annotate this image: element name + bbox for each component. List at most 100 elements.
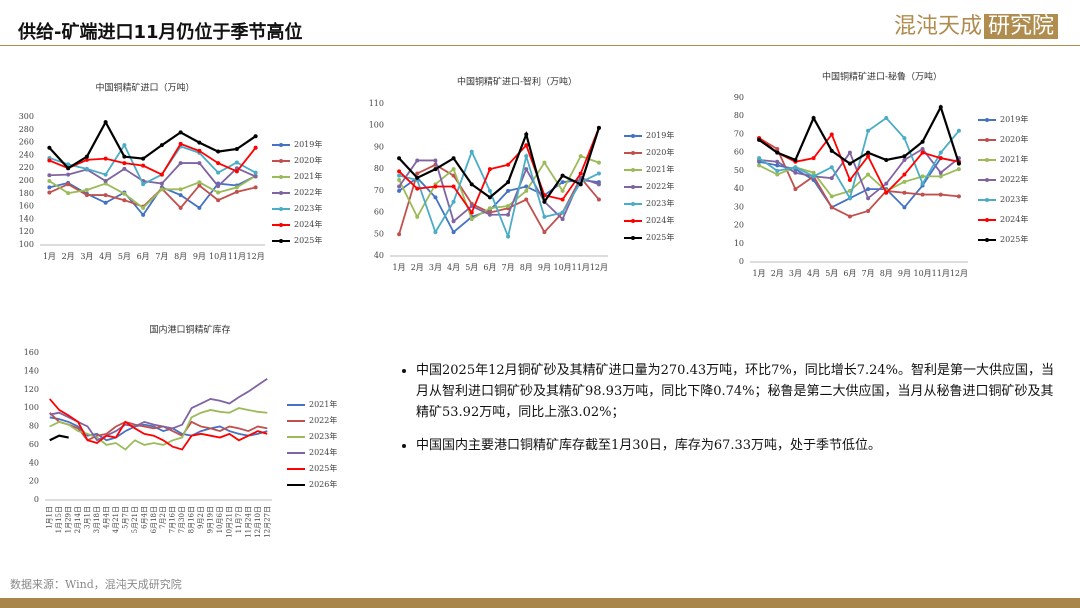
- point: [902, 154, 907, 159]
- point: [902, 172, 907, 177]
- x-tick-label: 4月: [807, 269, 820, 278]
- x-tick-label: 7月: [155, 252, 168, 261]
- point: [866, 187, 871, 192]
- y-tick-label: 70: [374, 186, 384, 195]
- y-tick-label: 30: [734, 202, 744, 211]
- point: [902, 179, 907, 184]
- point: [141, 156, 146, 161]
- point: [956, 194, 961, 199]
- y-tick-label: 120: [19, 227, 34, 236]
- x-tick-label: 6月: [843, 269, 856, 278]
- x-tick-label: 10月6日: [216, 506, 224, 533]
- legend-label: 2024年: [646, 215, 674, 225]
- legend-dot: [985, 138, 989, 142]
- point: [938, 105, 943, 110]
- series-line: [49, 407, 268, 451]
- point: [253, 185, 258, 190]
- y-tick-label: 80: [29, 422, 39, 431]
- x-tick-label: 7月: [502, 263, 515, 272]
- point: [920, 181, 925, 186]
- point: [524, 188, 529, 193]
- chart-title: 中国铜精矿进口-智利（万吨）: [457, 76, 577, 88]
- y-tick-label: 160: [24, 348, 39, 357]
- point: [938, 174, 943, 179]
- y-tick-label: 160: [19, 202, 34, 211]
- point: [66, 172, 71, 177]
- y-tick-label: 260: [19, 138, 34, 147]
- x-tick-label: 7月16日: [169, 506, 177, 533]
- point: [47, 185, 52, 190]
- point: [596, 197, 601, 202]
- point: [902, 157, 907, 162]
- legend-label: 2023年: [294, 203, 322, 213]
- point: [122, 198, 127, 203]
- legend-label: 2021年: [1000, 154, 1028, 164]
- point: [415, 186, 420, 191]
- series-line: [758, 132, 960, 195]
- slide-title: 供给-矿端进口11月仍位于季节高位: [18, 22, 303, 43]
- point: [178, 161, 183, 166]
- point: [596, 182, 601, 187]
- legend-label: 2019年: [646, 130, 674, 140]
- point: [47, 158, 52, 163]
- legend-label: 2019年: [1000, 114, 1028, 124]
- x-tick-label: 4月21日: [112, 506, 120, 533]
- point: [84, 193, 89, 198]
- point: [415, 171, 420, 176]
- x-tick-label: 12月: [247, 252, 265, 261]
- point: [141, 182, 146, 187]
- legend-dot: [631, 185, 635, 189]
- point: [397, 156, 402, 161]
- point: [920, 147, 925, 152]
- legend-label: 2023年: [646, 198, 674, 208]
- point: [216, 161, 221, 166]
- x-tick-label: 2月14日: [74, 506, 82, 533]
- point: [956, 161, 961, 166]
- point: [234, 185, 239, 190]
- y-tick-label: 70: [734, 129, 744, 138]
- point: [902, 136, 907, 141]
- legend-dot: [985, 218, 989, 222]
- point: [197, 148, 202, 153]
- x-tick-label: 6月: [137, 252, 150, 261]
- y-tick-label: 280: [19, 125, 34, 134]
- x-tick-label: 6月4日: [140, 506, 148, 529]
- point: [141, 163, 146, 168]
- point: [103, 193, 108, 198]
- y-tick-label: 80: [734, 111, 744, 120]
- point: [506, 188, 511, 193]
- point: [560, 197, 565, 202]
- point: [253, 145, 258, 150]
- point: [775, 159, 780, 164]
- x-tick-label: 6月: [483, 263, 496, 272]
- point: [197, 183, 202, 188]
- point: [197, 140, 202, 145]
- point: [178, 193, 183, 198]
- series-line: [48, 119, 257, 170]
- point: [829, 194, 834, 199]
- series-line: [49, 434, 69, 442]
- point: [66, 166, 71, 171]
- point: [415, 214, 420, 219]
- point: [47, 179, 52, 183]
- legend-dot: [279, 175, 283, 179]
- x-tick-label: 11月: [572, 263, 590, 272]
- point: [451, 184, 456, 189]
- x-tick-label: 3月: [429, 263, 442, 272]
- point: [433, 167, 438, 172]
- x-tick-label: 4月: [447, 263, 460, 272]
- legend-dot: [631, 168, 635, 172]
- x-tick-label: 3月: [80, 252, 93, 261]
- point: [506, 204, 511, 209]
- point: [902, 205, 907, 210]
- point: [216, 149, 221, 154]
- x-tick-label: 5月: [825, 269, 838, 278]
- point: [506, 234, 511, 239]
- point: [920, 139, 925, 144]
- chart-title: 国内港口铜精矿库存: [149, 324, 230, 336]
- point: [829, 132, 834, 137]
- point: [178, 187, 183, 192]
- series-line: [49, 377, 268, 442]
- point: [775, 150, 780, 155]
